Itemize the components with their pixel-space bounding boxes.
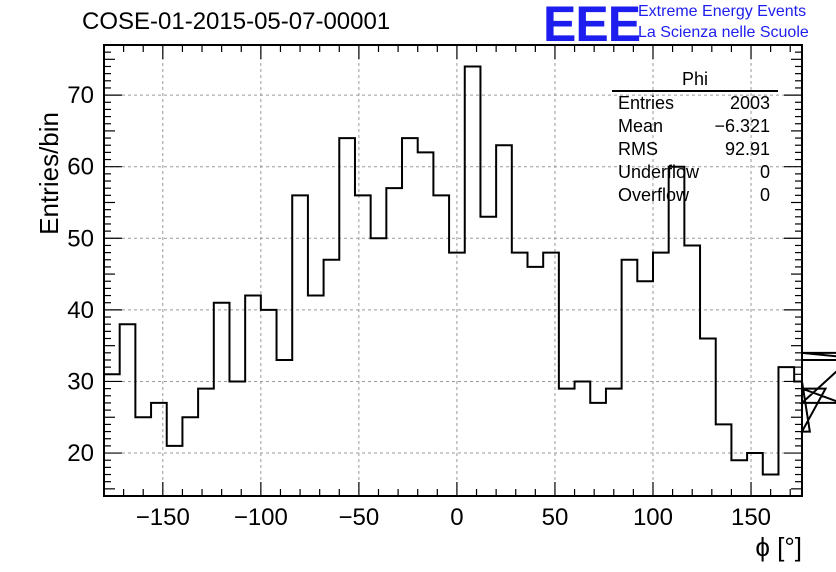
histogram-bin [778, 367, 794, 496]
histogram-bin [339, 138, 355, 496]
histogram-bin [465, 66, 481, 496]
stats-box: Phi Entries 2003 Mean −6.321 RMS 92.91 U… [610, 68, 778, 207]
stats-value: −6.321 [714, 116, 770, 136]
x-tick-label: 100 [633, 504, 673, 531]
histogram-bin [198, 389, 214, 496]
x-tick-label: −50 [339, 504, 380, 531]
stats-label: Overflow [618, 185, 690, 205]
stats-value: 0 [759, 162, 770, 182]
eee-logo: EEE [543, 0, 641, 54]
stats-value: 2003 [729, 93, 770, 113]
stats-label: Entries [618, 93, 675, 113]
x-tick-label: 50 [542, 504, 569, 531]
x-tick-label: 0 [450, 504, 463, 531]
stats-label: Mean [618, 116, 664, 136]
y-axis-label: Entries/bin [34, 112, 64, 235]
logo-line-2: La Scienza nelle Scuole [638, 24, 809, 41]
x-tick-label: −100 [234, 504, 288, 531]
stats-row-overflow: Overflow 0 [610, 184, 778, 207]
histogram-bin [371, 238, 387, 496]
x-tick-label: −150 [136, 504, 190, 531]
y-tick-label: 20 [67, 440, 94, 467]
histogram-bin [716, 424, 732, 496]
histogram-bin [653, 253, 669, 496]
histogram-bin [622, 260, 638, 496]
histogram-bin [480, 217, 496, 496]
axis-tick-labels: −150 −100 −50 0 50 100 150 20 30 40 50 60 70 [67, 82, 771, 531]
histogram-bin [104, 374, 120, 496]
histogram-bin [135, 417, 151, 496]
histogram-bin [214, 303, 230, 496]
stats-value: 0 [759, 185, 770, 205]
histogram-bin [512, 253, 528, 496]
stats-value: 92.91 [724, 139, 770, 159]
histogram-bin [684, 245, 700, 496]
histogram-bin [245, 296, 261, 496]
stats-histogram-name: Phi [612, 68, 778, 92]
histogram-bin [496, 145, 512, 496]
histogram-bin [747, 453, 763, 496]
axis-ticks [103, 45, 802, 496]
y-tick-label: 30 [67, 368, 94, 395]
histogram-bin [308, 296, 324, 496]
x-axis-label: ϕ [°] [755, 532, 802, 562]
y-tick-label: 70 [67, 82, 94, 109]
grid-lines [104, 45, 802, 496]
logo-line-1: Extreme Energy Events [638, 3, 807, 20]
histogram-bin [324, 260, 340, 496]
histogram-bin [433, 195, 449, 496]
histogram-bin [261, 310, 277, 496]
stats-row-underflow: Underflow 0 [610, 161, 778, 184]
histogram-bin [386, 188, 402, 496]
stats-label: Underflow [618, 162, 700, 182]
y-tick-label: 60 [67, 154, 94, 181]
histogram-bin [120, 324, 136, 496]
y-tick-label: 50 [67, 225, 94, 252]
stats-row-rms: RMS 92.91 [610, 138, 778, 161]
x-tick-label: 150 [731, 504, 771, 531]
histogram-bin [543, 253, 559, 496]
histogram-bin [151, 403, 167, 496]
histogram-bin [418, 152, 434, 496]
eee-logo-text: EEE [543, 0, 641, 52]
plot-title: COSE-01-2015-05-07-00001 [82, 8, 391, 35]
histogram-bin [637, 281, 653, 496]
histogram-bin [559, 389, 575, 496]
histogram-bin [700, 339, 716, 496]
histogram-bin [575, 381, 591, 496]
histogram-bin [292, 195, 308, 496]
histogram-bin [606, 389, 622, 496]
histogram-bin [277, 360, 293, 496]
histogram-bin [528, 267, 544, 496]
histogram-bin [167, 446, 183, 496]
histogram-bin [355, 195, 371, 496]
histogram-bin [590, 403, 606, 496]
y-tick-label: 40 [67, 297, 94, 324]
histogram-bin [731, 460, 747, 496]
stats-row-mean: Mean −6.321 [610, 115, 778, 138]
stats-row-entries: Entries 2003 [610, 92, 778, 115]
plot-frame [103, 44, 803, 497]
histogram-outline [104, 65, 836, 476]
histogram-bin [229, 381, 245, 496]
histogram-bin [669, 167, 685, 496]
histogram-bin [402, 138, 418, 496]
histogram-bin [182, 417, 198, 496]
stats-label: RMS [618, 139, 658, 159]
